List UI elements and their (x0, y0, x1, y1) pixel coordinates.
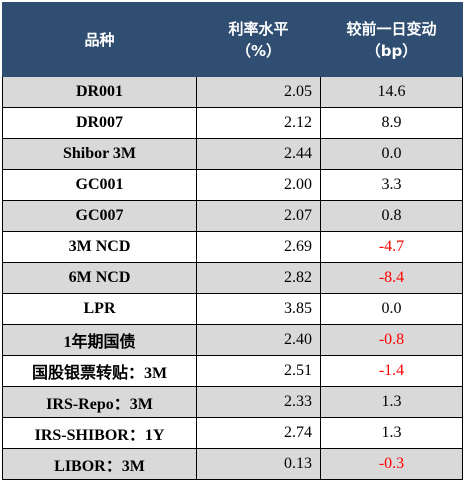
table-row: Shibor 3M 2.44 0.0 (2, 138, 463, 170)
cell-change: -1.4 (320, 355, 463, 387)
cell-variety: 1年期国债 (2, 324, 197, 356)
cell-variety: LIBOR：3M (2, 448, 197, 480)
table-row: LIBOR：3M 0.13 -0.3 (2, 448, 463, 480)
cell-variety: 3M NCD (2, 231, 197, 263)
cell-variety: IRS-Repo：3M (2, 386, 197, 418)
cell-variety: GC007 (2, 200, 197, 232)
cell-variety: 国股银票转贴：3M (2, 355, 197, 387)
cell-change: 0.0 (320, 293, 463, 325)
header-daily-change-title: 较前一日变动 (346, 19, 437, 38)
cell-rate: 2.44 (196, 138, 321, 170)
cell-rate: 2.07 (196, 200, 321, 232)
header-variety: 品种 (2, 2, 197, 77)
cell-rate: 0.13 (196, 448, 321, 480)
table-row: DR007 2.12 8.9 (2, 107, 463, 139)
table-row: GC007 2.07 0.8 (2, 200, 463, 232)
cell-change: -0.8 (320, 324, 463, 356)
table-row: LPR 3.85 0.0 (2, 293, 463, 325)
table-row: GC001 2.00 3.3 (2, 169, 463, 201)
cell-variety: GC001 (2, 169, 197, 201)
cell-rate: 2.33 (196, 386, 321, 418)
cell-variety: IRS-SHIBOR：1Y (2, 417, 197, 449)
header-rate-level-title: 利率水平 (228, 19, 289, 38)
cell-change: 0.0 (320, 138, 463, 170)
cell-variety: DR001 (2, 76, 197, 108)
header-daily-change-unit: （bp） (365, 41, 418, 60)
cell-rate: 2.12 (196, 107, 321, 139)
cell-change: -8.4 (320, 262, 463, 294)
cell-variety: LPR (2, 293, 197, 325)
cell-change: 1.3 (320, 417, 463, 449)
cell-change: 8.9 (320, 107, 463, 139)
cell-rate: 2.05 (196, 76, 321, 108)
cell-rate: 2.51 (196, 355, 321, 387)
cell-change: 1.3 (320, 386, 463, 418)
table-row: IRS-Repo：3M 2.33 1.3 (2, 386, 463, 418)
table-row: 国股银票转贴：3M 2.51 -1.4 (2, 355, 463, 387)
cell-variety: DR007 (2, 107, 197, 139)
table-row: IRS-SHIBOR：1Y 2.74 1.3 (2, 417, 463, 449)
cell-variety: Shibor 3M (2, 138, 197, 170)
cell-rate: 2.82 (196, 262, 321, 294)
cell-rate: 2.69 (196, 231, 321, 263)
table-row: 6M NCD 2.82 -8.4 (2, 262, 463, 294)
header-rate-level: 利率水平 （%） (196, 2, 321, 77)
cell-change: 14.6 (320, 76, 463, 108)
table-row: DR001 2.05 14.6 (2, 76, 463, 108)
cell-change: -4.7 (320, 231, 463, 263)
cell-variety: 6M NCD (2, 262, 197, 294)
cell-rate: 2.00 (196, 169, 321, 201)
cell-change: -0.3 (320, 448, 463, 480)
table-header-row: 品种 利率水平 （%） 较前一日变动 （bp） (2, 2, 463, 77)
header-daily-change: 较前一日变动 （bp） (320, 2, 463, 77)
table-row: 3M NCD 2.69 -4.7 (2, 231, 463, 263)
cell-rate: 2.74 (196, 417, 321, 449)
table-row: 1年期国债 2.40 -0.8 (2, 324, 463, 356)
header-rate-level-unit: （%） (235, 41, 282, 60)
cell-rate: 3.85 (196, 293, 321, 325)
cell-rate: 2.40 (196, 324, 321, 356)
cell-change: 3.3 (320, 169, 463, 201)
cell-change: 0.8 (320, 200, 463, 232)
